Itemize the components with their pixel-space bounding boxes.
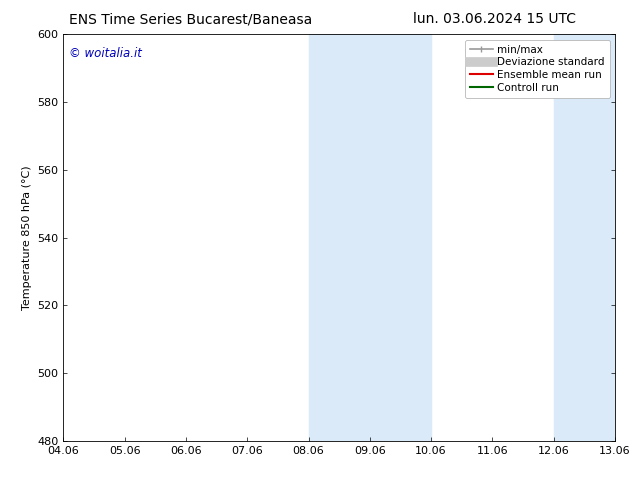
Text: © woitalia.it: © woitalia.it (69, 47, 142, 59)
Text: ENS Time Series Bucarest/Baneasa: ENS Time Series Bucarest/Baneasa (68, 12, 312, 26)
Y-axis label: Temperature 850 hPa (°C): Temperature 850 hPa (°C) (22, 165, 32, 310)
Legend: min/max, Deviazione standard, Ensemble mean run, Controll run: min/max, Deviazione standard, Ensemble m… (465, 40, 610, 98)
Bar (309, 34, 431, 441)
Bar (553, 34, 615, 441)
Text: lun. 03.06.2024 15 UTC: lun. 03.06.2024 15 UTC (413, 12, 576, 26)
